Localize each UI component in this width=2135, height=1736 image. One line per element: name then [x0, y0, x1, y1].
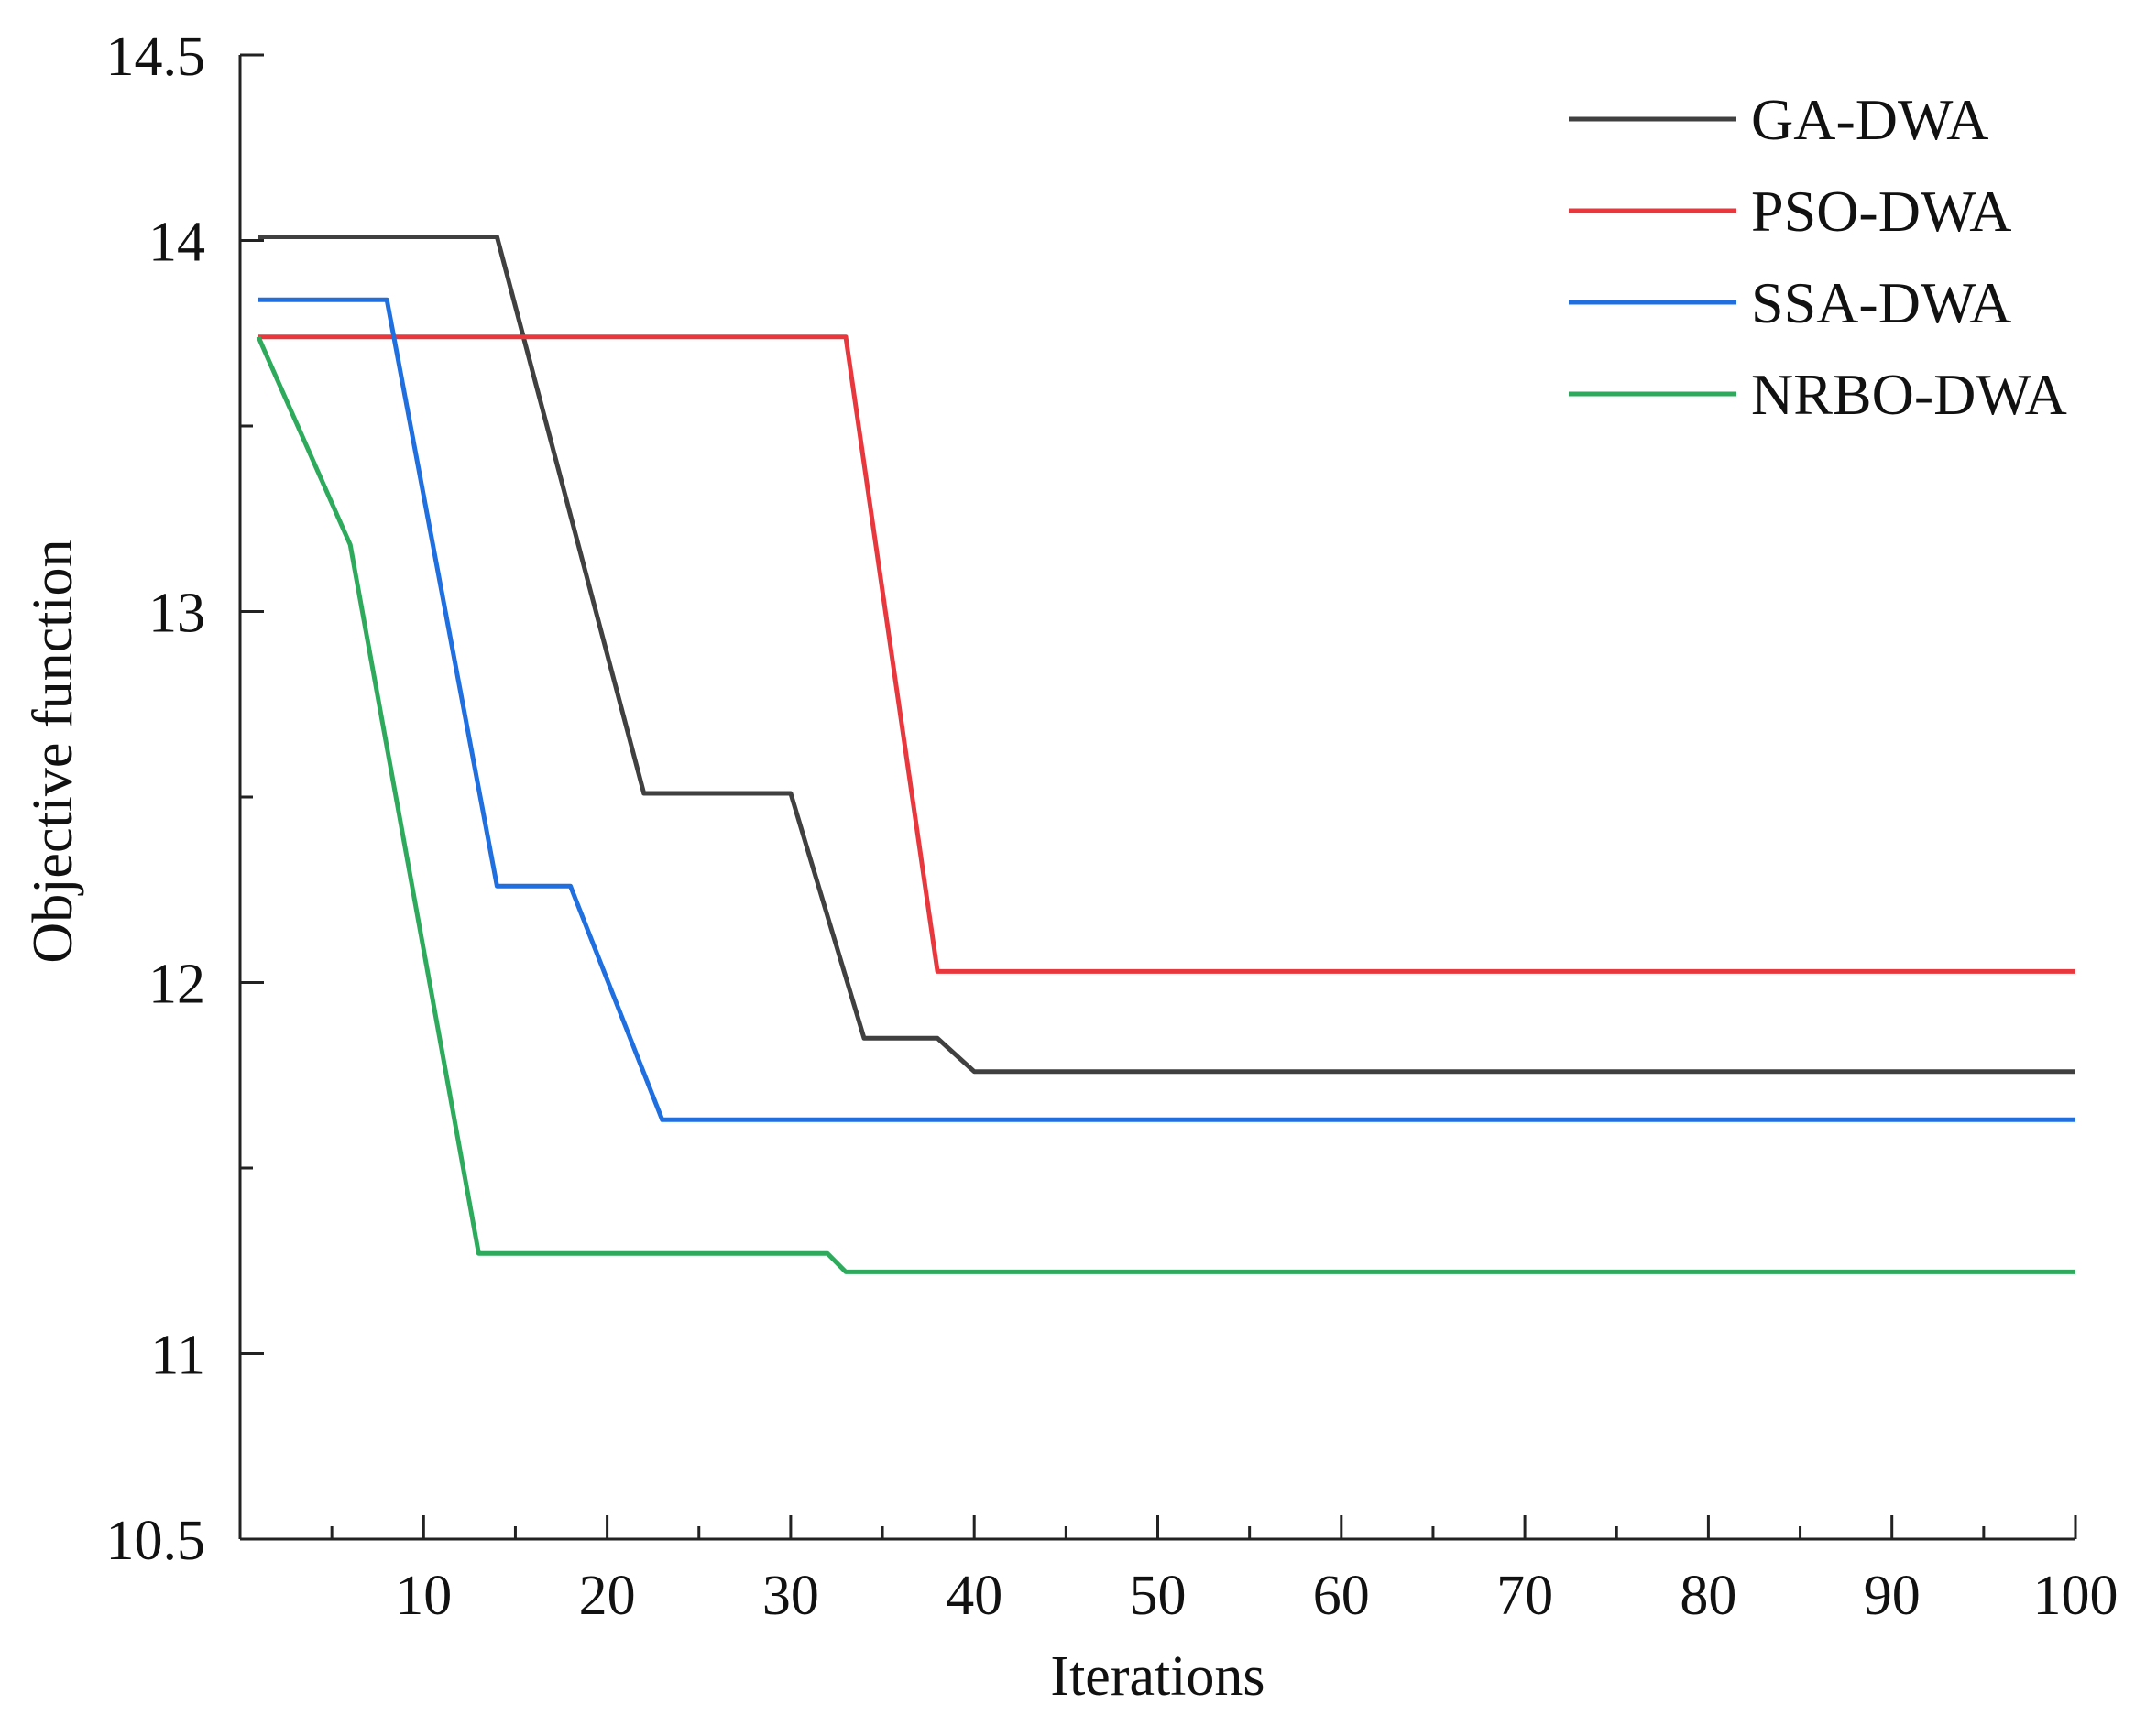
y-tick-label-12: 12: [148, 954, 205, 1016]
y-tick-label-10_5: 10.5: [106, 1510, 206, 1572]
legend-label-ga-dwa: GA-DWA: [1751, 87, 1989, 152]
x-tick-label-70: 70: [1496, 1565, 1553, 1627]
series-line-ga-dwa: [258, 235, 2075, 1075]
y-axis-title: Objective function: [22, 539, 84, 963]
ticks: 10 20 30 40 50 60 70 80 90 100 10.5 11 12 13 14 14.5: [106, 26, 2119, 1627]
x-tick-label-50: 50: [1130, 1565, 1187, 1627]
x-tick-label-100: 100: [2033, 1565, 2119, 1627]
x-tick-label-20: 20: [579, 1565, 636, 1627]
series-line-pso-dwa: [258, 334, 2075, 974]
legend-label-ssa-dwa: SSA-DWA: [1751, 270, 2011, 335]
series-line-nrbo-dwa: [256, 335, 2075, 1274]
x-axis-title: Iterations: [1050, 1645, 1265, 1708]
legend: GA-DWA PSO-DWA SSA-DWA NRBO-DWA: [1569, 87, 2067, 427]
y-tick-label-14_5: 14.5: [106, 26, 206, 88]
x-tick-label-80: 80: [1680, 1565, 1736, 1627]
x-tick-label-30: 30: [762, 1565, 819, 1627]
legend-label-pso-dwa: PSO-DWA: [1751, 179, 2011, 244]
series-line-ssa-dwa: [258, 297, 2075, 1122]
x-tick-label-10: 10: [395, 1565, 452, 1627]
y-tick-label-11: 11: [150, 1325, 205, 1387]
series: [256, 235, 2075, 1274]
y-tick-label-14: 14: [148, 212, 205, 274]
y-tick-label-13: 13: [148, 583, 205, 645]
legend-label-nrbo-dwa: NRBO-DWA: [1751, 362, 2067, 427]
x-tick-label-90: 90: [1864, 1565, 1921, 1627]
x-tick-label-60: 60: [1313, 1565, 1370, 1627]
x-tick-label-40: 40: [946, 1565, 1002, 1627]
